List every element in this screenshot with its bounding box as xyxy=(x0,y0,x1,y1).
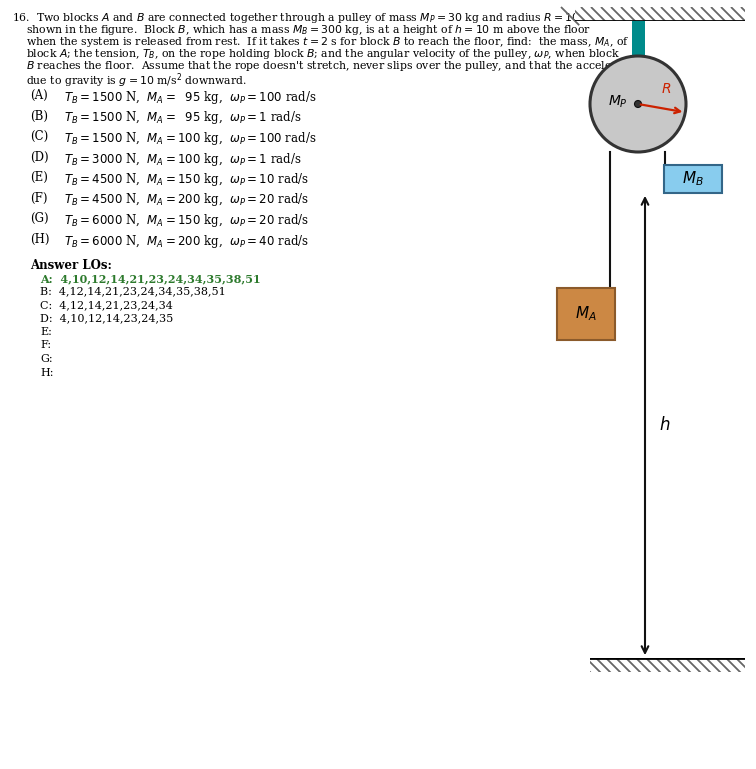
Bar xyxy=(575,7,745,21)
Text: F:: F: xyxy=(40,341,51,351)
Text: G:: G: xyxy=(40,354,53,364)
Text: due to gravity is $g = 10$ m/s$^2$ downward.: due to gravity is $g = 10$ m/s$^2$ downw… xyxy=(26,71,247,90)
Text: (F): (F) xyxy=(30,191,48,205)
Text: (B): (B) xyxy=(30,109,48,122)
Text: $T_B = 6000$ N,  $M_A = 200$ kg,  $\omega_P = 40$ rad/s: $T_B = 6000$ N, $M_A = 200$ kg, $\omega_… xyxy=(64,232,309,249)
Text: $T_B = 1500$ N,  $M_A = \ \ 95$ kg,  $\omega_P = 100$ rad/s: $T_B = 1500$ N, $M_A = \ \ 95$ kg, $\ome… xyxy=(64,89,317,106)
Text: (H): (H) xyxy=(30,232,49,245)
Text: $T_B = 4500$ N,  $M_A = 200$ kg,  $\omega_P = 20$ rad/s: $T_B = 4500$ N, $M_A = 200$ kg, $\omega_… xyxy=(64,191,309,208)
Text: $B$ reaches the floor.  Assume that the rope doesn't stretch, never slips over t: $B$ reaches the floor. Assume that the r… xyxy=(26,59,646,73)
Text: $M_B$: $M_B$ xyxy=(682,170,704,188)
Text: (E): (E) xyxy=(30,171,48,184)
Text: $T_B = 3000$ N,  $M_A = 100$ kg,  $\omega_P = 1$ rad/s: $T_B = 3000$ N, $M_A = 100$ kg, $\omega_… xyxy=(64,151,302,168)
Circle shape xyxy=(590,56,686,152)
Text: B:  4,12,14,21,23,24,34,35,38,51: B: 4,12,14,21,23,24,34,35,38,51 xyxy=(40,287,226,297)
Text: $M_P$: $M_P$ xyxy=(608,94,628,110)
Text: (C): (C) xyxy=(30,130,48,143)
Bar xyxy=(631,21,645,104)
Text: (D): (D) xyxy=(30,151,48,164)
Text: $M_A$: $M_A$ xyxy=(575,305,596,323)
Text: D:  4,10,12,14,23,24,35: D: 4,10,12,14,23,24,35 xyxy=(40,314,173,324)
Text: C:  4,12,14,21,23,24,34: C: 4,12,14,21,23,24,34 xyxy=(40,300,173,310)
Text: H:: H: xyxy=(40,368,54,378)
Text: A:  4,10,12,14,21,23,24,34,35,38,51: A: 4,10,12,14,21,23,24,34,35,38,51 xyxy=(40,273,261,284)
Bar xyxy=(557,288,615,340)
Text: $R$: $R$ xyxy=(661,82,671,96)
Text: (A): (A) xyxy=(30,89,48,102)
Text: block $A$; the tension, $T_B$, on the rope holding block $B$; and the angular ve: block $A$; the tension, $T_B$, on the ro… xyxy=(26,47,620,61)
Text: when the system is released from rest.  If it takes $t = 2$ s for block $B$ to r: when the system is released from rest. I… xyxy=(26,35,630,49)
Bar xyxy=(664,165,722,193)
Text: E:: E: xyxy=(40,327,52,337)
Text: 16.  Two blocks $A$ and $B$ are connected together through a pulley of mass $M_P: 16. Two blocks $A$ and $B$ are connected… xyxy=(12,11,615,25)
Text: $T_B = 1500$ N,  $M_A = \ \ 95$ kg,  $\omega_P = 1$ rad/s: $T_B = 1500$ N, $M_A = \ \ 95$ kg, $\ome… xyxy=(64,109,302,126)
Text: (G): (G) xyxy=(30,212,48,225)
Text: shown in the figure.  Block $B$, which has a mass $M_B = 300$ kg, is at a height: shown in the figure. Block $B$, which ha… xyxy=(26,23,591,37)
Text: $T_B = 1500$ N,  $M_A = 100$ kg,  $\omega_P = 100$ rad/s: $T_B = 1500$ N, $M_A = 100$ kg, $\omega_… xyxy=(64,130,317,147)
Text: $T_B = 4500$ N,  $M_A = 150$ kg,  $\omega_P = 10$ rad/s: $T_B = 4500$ N, $M_A = 150$ kg, $\omega_… xyxy=(64,171,309,188)
Circle shape xyxy=(634,101,642,108)
Text: $h$: $h$ xyxy=(659,417,671,434)
Text: $T_B = 6000$ N,  $M_A = 150$ kg,  $\omega_P = 20$ rad/s: $T_B = 6000$ N, $M_A = 150$ kg, $\omega_… xyxy=(64,212,309,229)
Text: Answer LOs:: Answer LOs: xyxy=(30,259,112,272)
